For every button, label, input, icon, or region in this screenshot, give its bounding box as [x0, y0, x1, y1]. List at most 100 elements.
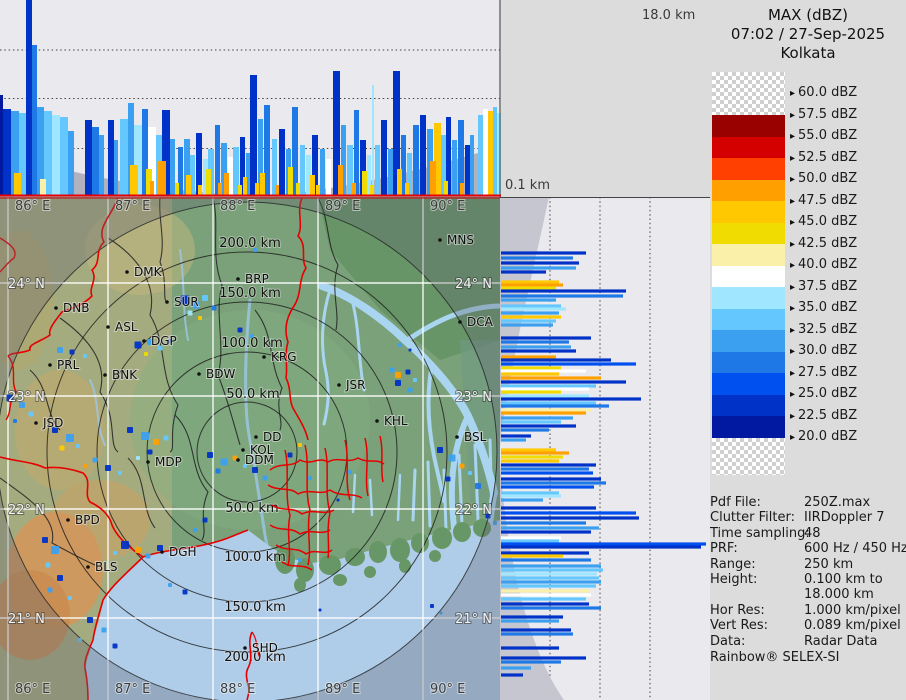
profile-bar: [255, 183, 259, 195]
city-dot: [455, 435, 459, 439]
profile-bar: [186, 175, 191, 195]
echo-cell: [250, 334, 254, 338]
profile-bar: [352, 183, 356, 195]
echo-cell: [147, 449, 153, 455]
profile-bar: [501, 619, 559, 623]
metadata-row: 18.000 km: [804, 587, 874, 603]
profile-bar: [250, 75, 257, 195]
profile-bar: [354, 110, 359, 195]
profile-bar: [401, 135, 406, 195]
echo-cell: [202, 517, 208, 523]
profile-bar: [501, 387, 589, 391]
echo-cell: [182, 589, 188, 595]
profile-bar: [501, 451, 569, 455]
profile-bar: [501, 372, 559, 376]
profile-bar: [501, 606, 601, 610]
profile-bar: [218, 183, 222, 195]
echo-cell: [145, 553, 151, 559]
legend-arrow-icon: ▸: [790, 109, 796, 121]
echo-cell: [78, 638, 82, 642]
profile-bar: [370, 185, 374, 195]
city-label: DNB: [63, 301, 89, 315]
profile-bar: [108, 120, 114, 195]
profile-bar: [501, 270, 546, 274]
legend-sidebar: MAX (dBZ) 07:02 / 27-Sep-2025 Kolkata ▸ 6…: [710, 0, 906, 700]
color-band: [712, 351, 785, 373]
echo-cell: [157, 545, 163, 551]
latitude-label: 22° N: [8, 503, 45, 518]
color-band: [712, 201, 785, 223]
echo-cell: [47, 587, 53, 593]
profile-bar: [260, 173, 265, 195]
city-dot: [146, 460, 150, 464]
profile-bar: [338, 165, 343, 195]
city-label: KHL: [384, 414, 408, 428]
profile-bar: [175, 183, 179, 195]
echo-cell: [348, 470, 352, 474]
scan-metadata: Pdf File: 250Z.max Clutter Filter: IIRDoppl…: [710, 495, 906, 665]
profile-bar: [264, 105, 270, 195]
echo-cell: [287, 452, 293, 458]
profile-bar: [407, 153, 412, 195]
profile-bar: [320, 149, 325, 195]
profile-bar: [375, 145, 380, 195]
echo-cell: [136, 456, 140, 460]
color-scale: [712, 72, 785, 475]
profile-bar: [501, 568, 603, 572]
profile-bar: [497, 113, 501, 195]
profile-bar: [501, 526, 599, 530]
out-of-range-dim: [0, 197, 501, 700]
profile-bar: [341, 125, 346, 195]
profile-bar: [501, 390, 561, 394]
profile-bar: [158, 161, 166, 195]
profile-bar: [501, 256, 573, 260]
profile-bar: [397, 169, 402, 195]
profile-bar: [0, 95, 3, 195]
color-band: [712, 158, 785, 180]
echo-cell: [389, 367, 395, 373]
echo-cell: [144, 352, 148, 356]
legend-threshold: ▸ 45.0 dBZ: [790, 214, 858, 229]
profile-bar: [501, 580, 601, 584]
echo-cell: [252, 467, 258, 473]
legend-arrow-icon: ▸: [790, 131, 796, 142]
profile-bar: [501, 369, 586, 373]
profile-bar: [501, 384, 596, 388]
profile-bar: [501, 455, 563, 459]
echo-cell: [232, 455, 238, 461]
longitude-label: 87° E: [115, 682, 150, 697]
profile-bar: [470, 135, 474, 195]
profile-bar: [501, 438, 526, 442]
profile-bar: [388, 149, 393, 195]
range-ring-label: 150.0 km: [224, 600, 286, 615]
profile-bar: [501, 498, 543, 502]
profile-bar: [501, 506, 596, 510]
profile-bar: [296, 183, 300, 195]
legend-arrow-icon: ▸: [790, 346, 796, 357]
profile-bar: [312, 135, 318, 195]
panel-divider-red: [0, 194, 501, 197]
city-label: DMK: [134, 265, 163, 279]
color-band: [712, 373, 785, 395]
xz-projection-chart: [0, 0, 501, 197]
city-dot: [375, 419, 379, 423]
yz-projection-panel: [500, 197, 710, 700]
overflow-band: [712, 72, 785, 115]
city-markers: DMK BRP SUR MNS DNB DCA ASL DGP KRG PRL BNK BDW JSR J…: [34, 232, 495, 656]
echo-cell: [6, 394, 14, 402]
legend-arrow-icon: ▸: [790, 152, 796, 164]
profile-bar: [501, 554, 563, 558]
echo-cell: [19, 402, 25, 408]
echo-cell: [475, 483, 481, 489]
echo-cell: [147, 339, 153, 345]
city-dot: [254, 435, 258, 439]
height-axis-min-label: 0.1 km: [505, 178, 550, 193]
echo-cell: [112, 643, 118, 649]
city-dot: [106, 325, 110, 329]
profile-bar: [501, 646, 559, 650]
legend-threshold: ▸ 55.0 dBZ: [790, 128, 858, 143]
profile-bar: [501, 539, 559, 543]
color-band: [712, 136, 785, 158]
profile-bar: [501, 366, 561, 370]
